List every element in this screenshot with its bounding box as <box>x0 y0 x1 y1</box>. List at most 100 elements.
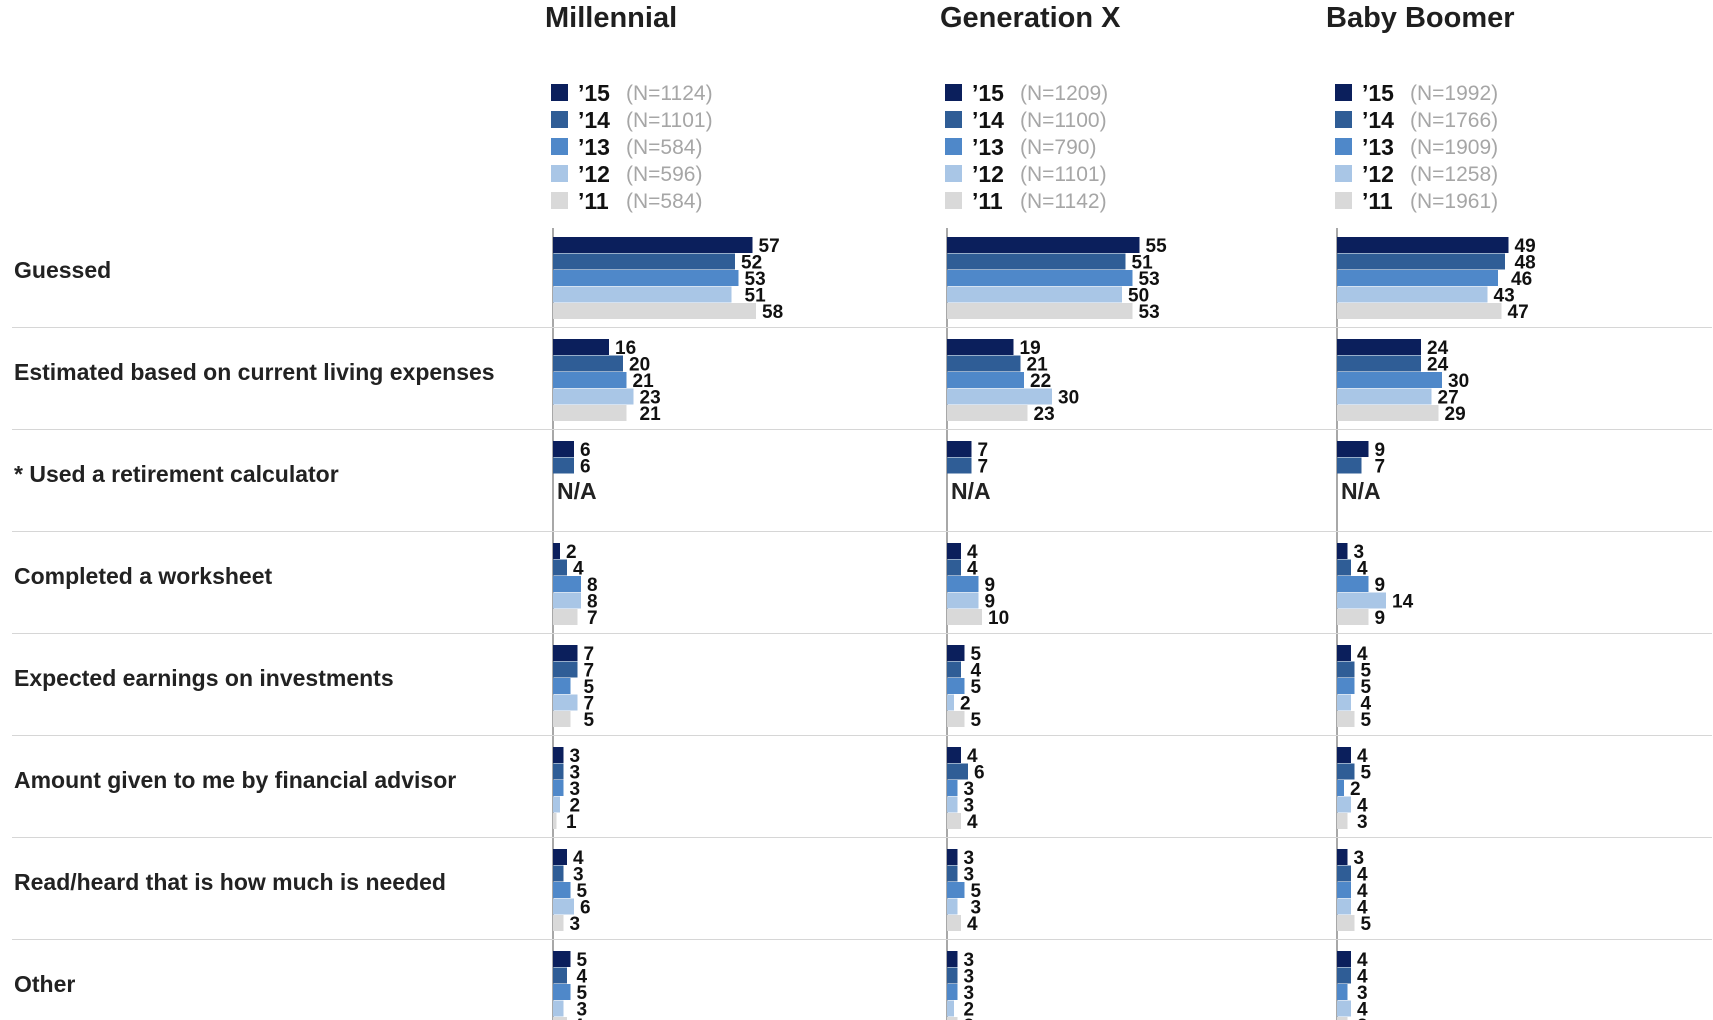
data-label: 3 <box>1357 812 1368 833</box>
data-label: 6 <box>580 440 591 461</box>
bar-generation-x-completed-a-worksheet-14 <box>947 559 961 576</box>
data-label: 5 <box>577 950 588 971</box>
legend-swatch <box>1335 165 1352 182</box>
data-label: 3 <box>964 779 975 800</box>
legend-swatch <box>945 138 962 155</box>
bar-generation-x-estimated-based-on-current-living-expenses-12 <box>947 388 1052 405</box>
bar-millennial-estimated-based-on-current-living-expenses-11 <box>553 405 627 421</box>
bar-generation-x-other-12 <box>947 1000 954 1017</box>
bar-millennial-guessed-11 <box>553 303 756 319</box>
data-label: 21 <box>633 371 655 392</box>
data-label: 21 <box>1027 355 1049 376</box>
legend-item: ’12 (N=1258) <box>1335 161 1565 188</box>
bar-millennial-estimated-based-on-current-living-expenses-15 <box>553 339 609 355</box>
data-label: 2 <box>566 542 577 563</box>
category-label-amount-given-to-me-by-financial-advisor: Amount given to me by financial advisor <box>14 767 457 793</box>
legend-year: ’14 <box>972 107 1004 133</box>
bar-baby-boomer-guessed-11 <box>1337 303 1502 319</box>
legend-item: ’15 (N=1209) <box>945 80 1175 107</box>
bar-millennial-other-11 <box>553 1017 567 1020</box>
bar-generation-x-amount-given-to-me-by-financial-advisor-15 <box>947 747 961 763</box>
data-label: 9 <box>1375 440 1386 461</box>
bar-baby-boomer-other-11 <box>1337 1017 1348 1020</box>
data-label: 23 <box>640 388 661 409</box>
bar-baby-boomer-completed-a-worksheet-14 <box>1337 559 1351 576</box>
data-label: 4 <box>971 661 982 682</box>
row-separator <box>12 429 1712 430</box>
bar-millennial-completed-a-worksheet-15 <box>553 543 560 559</box>
legend-item: ’14 (N=1766) <box>1335 107 1565 134</box>
bar-millennial-used-a-retirement-calculator-14 <box>553 457 574 474</box>
na-label: N/A <box>951 478 991 504</box>
data-label: 5 <box>577 881 588 902</box>
bar-baby-boomer-amount-given-to-me-by-financial-advisor-14 <box>1337 763 1355 780</box>
data-label: 4 <box>1357 559 1368 580</box>
legend-swatch <box>1335 111 1352 128</box>
bar-millennial-amount-given-to-me-by-financial-advisor-15 <box>553 747 564 763</box>
bar-baby-boomer-estimated-based-on-current-living-expenses-13 <box>1337 372 1442 388</box>
bar-generation-x-completed-a-worksheet-15 <box>947 543 961 559</box>
legend-swatch <box>551 138 568 155</box>
data-label: 4 <box>967 559 978 580</box>
bar-generation-x-guessed-15 <box>947 237 1140 253</box>
data-label: 7 <box>978 440 989 461</box>
data-label: 5 <box>971 677 982 698</box>
legend-item: ’15 (N=1992) <box>1335 80 1565 107</box>
row-separator <box>12 735 1712 736</box>
category-label-read-heard-that-is-how-much-is-needed: Read/heard that is how much is needed <box>14 869 446 895</box>
data-label: 4 <box>1357 644 1368 665</box>
bar-millennial-other-13 <box>553 984 571 1000</box>
legend-year: ’13 <box>578 134 610 160</box>
data-label: 4 <box>1357 865 1368 886</box>
bar-millennial-other-12 <box>553 1000 564 1017</box>
bar-generation-x-expected-earnings-on-investments-11 <box>947 711 965 727</box>
bar-millennial-completed-a-worksheet-13 <box>553 576 581 592</box>
legend-swatch <box>945 111 962 128</box>
data-label: 5 <box>1361 763 1372 784</box>
data-label: 3 <box>570 746 581 767</box>
data-label: 57 <box>759 236 780 257</box>
legend-item: ’13 (N=584) <box>551 134 781 161</box>
data-label: 49 <box>1515 236 1536 257</box>
bar-generation-x-other-13 <box>947 984 958 1000</box>
data-label: 14 <box>1392 592 1414 613</box>
panel-title-millennial: Millennial <box>545 2 678 34</box>
legend-swatch <box>945 84 962 101</box>
data-label: 2 <box>1350 779 1361 800</box>
data-label: 7 <box>584 644 595 665</box>
bar-millennial-read-heard-that-is-how-much-is-needed-11 <box>553 915 564 931</box>
bar-baby-boomer-expected-earnings-on-investments-14 <box>1337 661 1355 678</box>
bar-baby-boomer-amount-given-to-me-by-financial-advisor-11 <box>1337 813 1348 829</box>
bar-baby-boomer-read-heard-that-is-how-much-is-needed-14 <box>1337 865 1351 882</box>
bar-generation-x-expected-earnings-on-investments-15 <box>947 645 965 661</box>
data-label: 1 <box>566 812 577 833</box>
bar-millennial-estimated-based-on-current-living-expenses-14 <box>553 355 623 372</box>
legend-swatch <box>945 165 962 182</box>
bar-generation-x-estimated-based-on-current-living-expenses-13 <box>947 372 1024 388</box>
data-label: 4 <box>1357 967 1368 988</box>
data-label: 19 <box>1020 338 1041 359</box>
data-label: 3 <box>964 1016 975 1020</box>
bar-generation-x-amount-given-to-me-by-financial-advisor-11 <box>947 813 961 829</box>
legend-n: (N=584) <box>626 190 703 213</box>
bar-baby-boomer-expected-earnings-on-investments-15 <box>1337 645 1351 661</box>
data-label: 47 <box>1508 302 1529 323</box>
legend-n: (N=1209) <box>1020 82 1109 105</box>
bar-millennial-expected-earnings-on-investments-11 <box>553 711 571 727</box>
legend-n: (N=584) <box>626 136 703 159</box>
legend-baby-boomer: ’15 (N=1992) ’14 (N=1766) ’13 (N=1909) ’12 (N=1… <box>1335 80 1565 215</box>
bar-generation-x-guessed-14 <box>947 253 1126 270</box>
bar-baby-boomer-other-15 <box>1337 951 1351 967</box>
legend-n: (N=1124) <box>626 82 713 105</box>
data-label: 3 <box>1354 542 1365 563</box>
legend-year: ’14 <box>1362 107 1394 133</box>
legend-n: (N=596) <box>626 163 703 186</box>
data-label: 5 <box>971 710 982 731</box>
bar-generation-x-expected-earnings-on-investments-12 <box>947 694 954 711</box>
data-label: 4 <box>573 1016 584 1020</box>
data-label: 9 <box>1375 575 1386 596</box>
data-label: 3 <box>570 779 581 800</box>
data-label: 10 <box>988 608 1009 629</box>
legend-n: (N=1100) <box>1020 109 1107 132</box>
